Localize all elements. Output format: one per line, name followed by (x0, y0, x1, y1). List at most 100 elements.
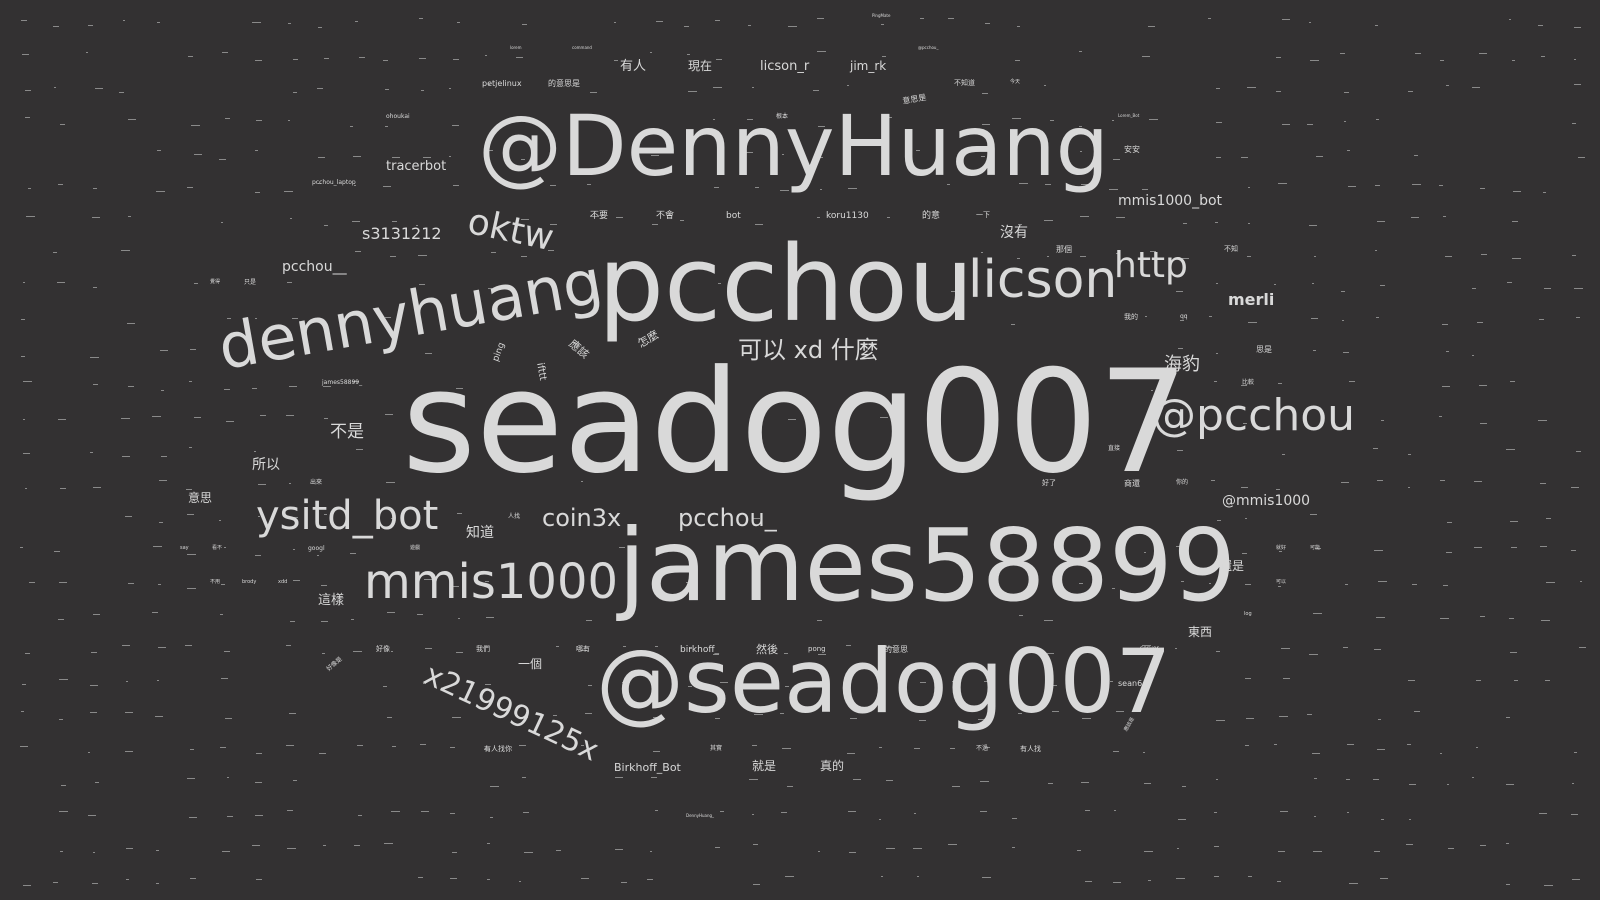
speck (392, 221, 397, 222)
word-keneng: 可能 (1310, 545, 1321, 551)
speck (21, 319, 25, 320)
word-birkhoff: birkhoff_ (680, 645, 720, 655)
speck (190, 749, 194, 750)
speck (1113, 751, 1119, 752)
speck (886, 848, 895, 849)
speck (90, 712, 97, 713)
word-zheyang: 這樣 (318, 593, 345, 608)
speck (161, 456, 167, 457)
speck (127, 323, 135, 324)
speck (1309, 225, 1317, 226)
speck (1409, 784, 1416, 785)
word-lorem: lorem (510, 45, 522, 50)
speck (88, 815, 96, 816)
speck (1183, 223, 1187, 224)
speck (1214, 846, 1219, 847)
speck (1310, 60, 1319, 61)
speck (25, 117, 30, 118)
speck (752, 745, 757, 746)
speck (980, 781, 989, 782)
word-command: command (572, 45, 592, 50)
speck (1576, 451, 1581, 452)
speck (290, 621, 295, 622)
word-nayou: 哪有 (576, 645, 590, 653)
speck (57, 282, 65, 283)
speck (452, 852, 457, 853)
speck (256, 120, 262, 121)
word-pcchou-double-underscore: pcchou__ (282, 259, 347, 275)
speck (1509, 618, 1514, 619)
speck (1510, 521, 1518, 522)
speck (813, 90, 819, 91)
speck (1247, 87, 1256, 88)
word-renzhao: 人找 (508, 513, 521, 520)
speck (1344, 92, 1349, 93)
speck (1012, 818, 1017, 819)
word-zhidao: 知道 (466, 525, 494, 541)
speck (187, 187, 193, 188)
speck (88, 25, 93, 26)
speck (23, 419, 25, 420)
speck (383, 60, 388, 61)
speck (1512, 60, 1515, 61)
speck (980, 811, 987, 812)
speck (1011, 324, 1015, 325)
speck (20, 746, 28, 747)
speck (450, 878, 457, 879)
speck (352, 221, 360, 222)
speck (128, 583, 134, 584)
speck (93, 614, 100, 615)
speck (615, 777, 623, 778)
speck (1572, 123, 1576, 124)
speck (153, 546, 162, 547)
speck (1512, 258, 1521, 259)
speck (1377, 480, 1383, 481)
speck (1343, 352, 1349, 353)
word-at-pcchou-underscore: @pcchou_ (918, 45, 939, 50)
word-zhijie: 直接 (1108, 445, 1121, 452)
speck (1408, 91, 1413, 92)
word-yourenzhaoni: 有人找你 (484, 745, 512, 753)
speck (1409, 819, 1411, 820)
speck (1345, 584, 1348, 585)
speck (1048, 783, 1053, 784)
word-pcchou-underscore: pcchou_ (678, 504, 777, 532)
word-yisi: 意思 (188, 491, 213, 505)
speck (1506, 884, 1510, 885)
speck (1142, 189, 1148, 190)
speck (1313, 613, 1322, 614)
speck (252, 22, 261, 23)
speck (256, 879, 262, 880)
speck (749, 779, 758, 780)
speck (917, 876, 919, 877)
speck (1214, 876, 1219, 877)
speck (1176, 291, 1183, 292)
speck (1476, 680, 1481, 681)
speck (419, 18, 423, 19)
speck (1376, 317, 1379, 318)
speck (1079, 51, 1082, 52)
word-juede: 覺得 (210, 279, 221, 285)
speck (194, 154, 202, 155)
speck (887, 217, 890, 218)
speck (1342, 320, 1344, 321)
speck (1282, 124, 1290, 125)
speck (651, 777, 657, 778)
speck (684, 26, 689, 27)
word-qq: qq (1180, 313, 1188, 320)
speck (490, 817, 493, 818)
speck (95, 782, 99, 783)
speck (1472, 87, 1480, 88)
word-buguo: 不過 (976, 745, 989, 752)
speck (713, 87, 722, 88)
word-pingmate: PingMate (872, 13, 891, 18)
speck (60, 488, 66, 489)
speck (258, 484, 266, 485)
speck (1374, 851, 1380, 852)
speck (125, 516, 132, 517)
speck (449, 156, 451, 157)
speck (185, 645, 192, 646)
speck (158, 584, 161, 585)
speck (288, 23, 291, 24)
speck (1381, 819, 1384, 820)
